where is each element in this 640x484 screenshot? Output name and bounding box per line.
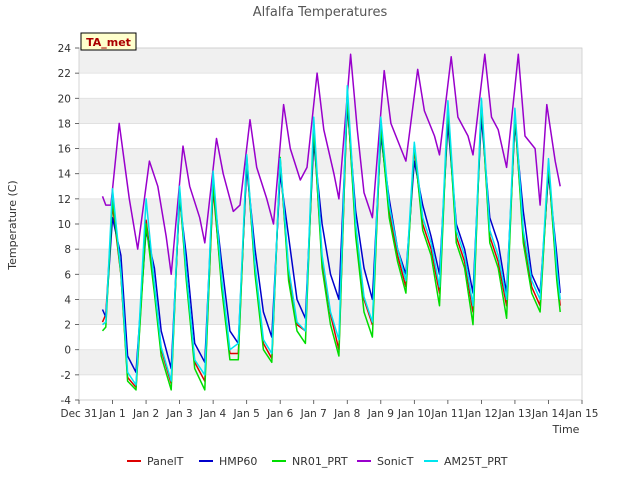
y-tick-label: 22 (58, 68, 71, 80)
y-tick-label: 14 (58, 169, 72, 181)
grid-band (79, 198, 582, 224)
x-tick-label: Dec 31 (60, 408, 97, 420)
y-tick-label: 4 (64, 294, 71, 306)
y-tick-label: 16 (58, 144, 72, 156)
series-line-am25t-prt (102, 84, 561, 386)
chart-title: Alfalfa Temperatures (253, 5, 388, 20)
y-tick-label: 8 (64, 244, 71, 256)
y-tick-label: 24 (58, 43, 72, 55)
x-tick-label: Jan 5 (233, 408, 260, 420)
x-tick-label: Jan 12 (464, 408, 498, 420)
x-tick-label: Jan 8 (333, 408, 360, 420)
x-tick-label: Jan 15 (565, 408, 599, 420)
x-tick-label: Jan 3 (165, 408, 192, 420)
x-tick-label: Jan 9 (367, 408, 394, 420)
annotation-label: TA_met (86, 36, 131, 49)
legend-label-nr01-prt: NR01_PRT (292, 455, 348, 468)
plot-background (79, 47, 582, 401)
legend-label-panelt: PanelT (147, 455, 184, 468)
series-line-sonict (101, 53, 561, 276)
annotation-box-bg (80, 32, 137, 51)
x-tick-label: Jan 2 (132, 408, 159, 420)
x-tick-label: Jan 10 (397, 408, 431, 420)
x-tick-label: Jan 4 (199, 408, 227, 420)
y-tick-label: 18 (58, 118, 71, 130)
legend-label-sonict: SonicT (377, 455, 414, 468)
y-tick-label: 20 (58, 93, 71, 105)
grid-band (79, 98, 582, 124)
grid-band (79, 349, 582, 375)
y-tick-label: 2 (64, 320, 71, 332)
x-tick-label: Jan 6 (266, 408, 294, 420)
annotation-box: TA_met (80, 32, 137, 51)
y-tick-label: -4 (61, 395, 72, 407)
legend: PanelT HMP60 NR01_PRT SonicT AM25T_PRT (127, 455, 508, 468)
x-axis-label: Time (552, 423, 580, 436)
y-tick-label: 10 (58, 219, 71, 231)
y-tick-label: -2 (61, 370, 71, 382)
legend-label-am25t-prt: AM25T_PRT (444, 455, 508, 468)
x-tick-label: Jan 14 (531, 408, 565, 420)
legend-label-hmp60: HMP60 (219, 455, 257, 468)
x-tick-label: Jan 11 (430, 408, 464, 420)
y-axis-label: Temperature (C) (6, 180, 19, 270)
x-tick-label: Jan 1 (98, 408, 125, 420)
plot-series (101, 53, 561, 391)
x-tick-label: Jan 13 (497, 408, 531, 420)
y-tick-label: 6 (64, 269, 71, 281)
x-tick-label: Jan 7 (300, 408, 327, 420)
y-tick-label: 12 (58, 194, 71, 206)
grid-band (79, 48, 582, 74)
y-tick-label: 0 (64, 345, 71, 357)
